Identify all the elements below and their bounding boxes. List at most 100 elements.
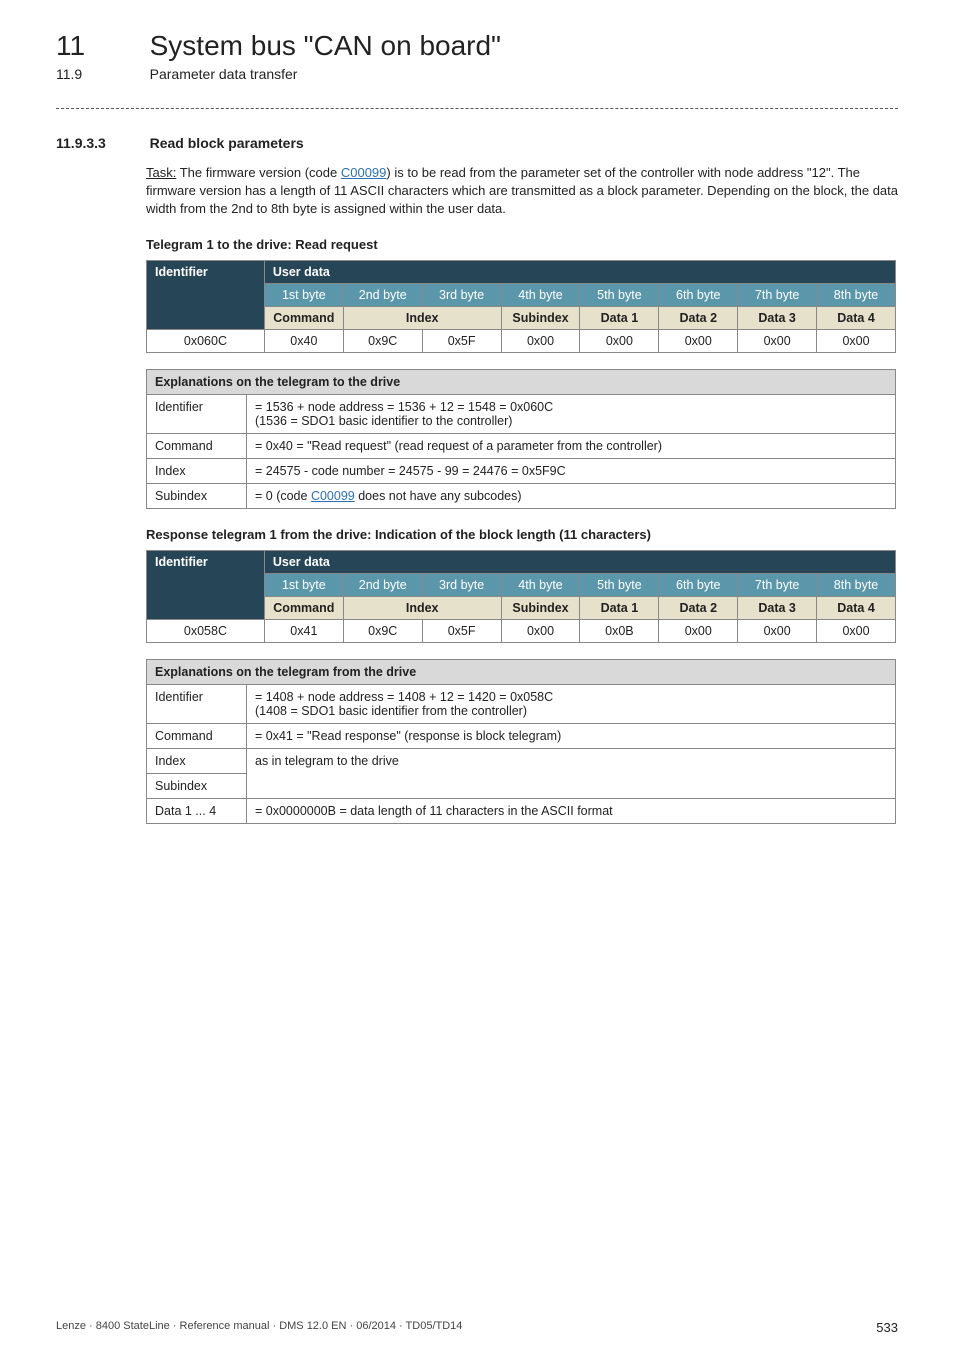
th-data2: Data 2 <box>659 306 738 329</box>
text: = 0 (code <box>255 489 311 503</box>
cell-label: Index <box>147 458 247 483</box>
telegram1-table: Identifier User data 1st byte 2nd byte 3… <box>146 260 896 353</box>
th-data3: Data 3 <box>738 596 817 619</box>
cell: 0x00 <box>501 619 580 642</box>
cell-value: = 0x40 = "Read request" (read request of… <box>247 433 896 458</box>
cell-value: = 24575 - code number = 24575 - 99 = 244… <box>247 458 896 483</box>
th-command: Command <box>264 306 343 329</box>
th-byte: 6th byte <box>659 573 738 596</box>
code-link[interactable]: C00099 <box>341 165 387 180</box>
divider <box>56 108 898 109</box>
text: (1536 = SDO1 basic identifier to the con… <box>255 414 512 428</box>
text: = 1536 + node address = 1536 + 12 = 1548… <box>255 400 553 414</box>
th-byte: 7th byte <box>738 573 817 596</box>
th-identifier: Identifier <box>147 260 265 329</box>
cell: 0x00 <box>501 329 580 352</box>
cell: 0x40 <box>264 329 343 352</box>
intro-text-1: The firmware version (code <box>176 165 341 180</box>
th-data3: Data 3 <box>738 306 817 329</box>
task-label: Task: <box>146 165 176 180</box>
th-byte: 3rd byte <box>422 573 501 596</box>
explain2-title: Explanations on the telegram from the dr… <box>147 659 896 684</box>
th-data1: Data 1 <box>580 596 659 619</box>
chapter-title: System bus "CAN on board" <box>150 30 501 62</box>
th-data4: Data 4 <box>817 596 896 619</box>
cell-label: Data 1 ... 4 <box>147 798 247 823</box>
th-byte: 8th byte <box>817 283 896 306</box>
cell: 0x00 <box>817 329 896 352</box>
th-data1: Data 1 <box>580 306 659 329</box>
th-index: Index <box>343 306 501 329</box>
cell-label: Index <box>147 748 247 773</box>
th-byte: 3rd byte <box>422 283 501 306</box>
text: (1408 = SDO1 basic identifier from the c… <box>255 704 527 718</box>
th-byte: 6th byte <box>659 283 738 306</box>
text: = 1408 + node address = 1408 + 12 = 1420… <box>255 690 553 704</box>
chapter-number: 11 <box>56 30 146 62</box>
cell-label: Identifier <box>147 684 247 723</box>
th-byte: 2nd byte <box>343 573 422 596</box>
th-byte: 7th byte <box>738 283 817 306</box>
page-footer: Lenze · 8400 StateLine · Reference manua… <box>56 1320 898 1335</box>
cell: 0x5F <box>422 619 501 642</box>
table-row: Command = 0x41 = "Read response" (respon… <box>147 723 896 748</box>
th-subindex: Subindex <box>501 306 580 329</box>
table-row: Identifier = 1536 + node address = 1536 … <box>147 394 896 433</box>
subsection-title: Read block parameters <box>150 135 304 151</box>
cell-label: Command <box>147 723 247 748</box>
cell-value: = 0 (code C00099 does not have any subco… <box>247 483 896 508</box>
table-row: Data 1 ... 4 = 0x0000000B = data length … <box>147 798 896 823</box>
th-command: Command <box>264 596 343 619</box>
table-row: Command = 0x40 = "Read request" (read re… <box>147 433 896 458</box>
intro-paragraph: Task: The firmware version (code C00099)… <box>146 164 898 219</box>
th-byte: 2nd byte <box>343 283 422 306</box>
cell-value: = 0x41 = "Read response" (response is bl… <box>247 723 896 748</box>
cell: 0x00 <box>738 619 817 642</box>
cell: 0x9C <box>343 329 422 352</box>
code-link[interactable]: C00099 <box>311 489 355 503</box>
cell-label: Subindex <box>147 773 247 798</box>
table-row: Index = 24575 - code number = 24575 - 99… <box>147 458 896 483</box>
cell-label: Identifier <box>147 394 247 433</box>
th-byte: 4th byte <box>501 573 580 596</box>
telegram2-table: Identifier User data 1st byte 2nd byte 3… <box>146 550 896 643</box>
cell-value: = 1408 + node address = 1408 + 12 = 1420… <box>247 684 896 723</box>
footer-text: Lenze · 8400 StateLine · Reference manua… <box>56 1320 462 1332</box>
subsection-row: 11.9.3.3 Read block parameters <box>56 135 898 151</box>
section-row: 11.9 Parameter data transfer <box>56 62 898 82</box>
telegram2-heading: Response telegram 1 from the drive: Indi… <box>146 527 898 542</box>
subsection-number: 11.9.3.3 <box>56 135 146 151</box>
th-userdata: User data <box>264 550 895 573</box>
th-data4: Data 4 <box>817 306 896 329</box>
th-subindex: Subindex <box>501 596 580 619</box>
page-number: 533 <box>876 1320 898 1335</box>
table-row: Index as in telegram to the drive <box>147 748 896 773</box>
cell: 0x41 <box>264 619 343 642</box>
table-row: 0x058C 0x41 0x9C 0x5F 0x00 0x0B 0x00 0x0… <box>147 619 896 642</box>
th-index: Index <box>343 596 501 619</box>
cell: 0x5F <box>422 329 501 352</box>
th-identifier: Identifier <box>147 550 265 619</box>
th-byte: 8th byte <box>817 573 896 596</box>
cell-value: = 0x0000000B = data length of 11 charact… <box>247 798 896 823</box>
text: does not have any subcodes) <box>355 489 522 503</box>
cell: 0x060C <box>147 329 265 352</box>
table-row: Subindex = 0 (code C00099 does not have … <box>147 483 896 508</box>
cell-value: = 1536 + node address = 1536 + 12 = 1548… <box>247 394 896 433</box>
cell: 0x0B <box>580 619 659 642</box>
section-number: 11.9 <box>56 66 146 82</box>
th-userdata: User data <box>264 260 895 283</box>
cell: 0x00 <box>738 329 817 352</box>
th-byte: 5th byte <box>580 283 659 306</box>
th-byte: 5th byte <box>580 573 659 596</box>
section-title: Parameter data transfer <box>150 66 298 82</box>
cell-label: Subindex <box>147 483 247 508</box>
cell: 0x058C <box>147 619 265 642</box>
table-row: 0x060C 0x40 0x9C 0x5F 0x00 0x00 0x00 0x0… <box>147 329 896 352</box>
th-data2: Data 2 <box>659 596 738 619</box>
cell: 0x00 <box>580 329 659 352</box>
th-byte: 4th byte <box>501 283 580 306</box>
chapter-row: 11 System bus "CAN on board" <box>56 30 898 62</box>
cell: 0x00 <box>659 329 738 352</box>
th-byte: 1st byte <box>264 283 343 306</box>
